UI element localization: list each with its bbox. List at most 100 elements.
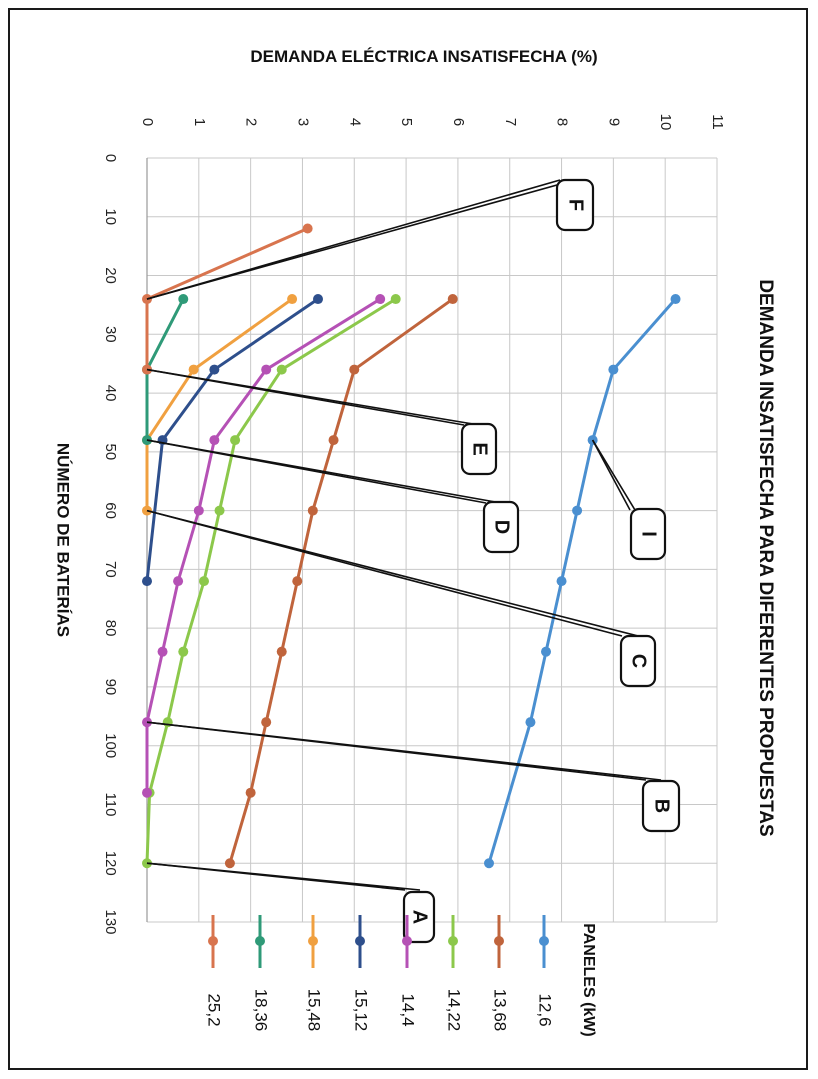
data-point-13-68 xyxy=(224,858,235,869)
legend-swatch-marker xyxy=(308,936,318,946)
data-point-12-6 xyxy=(556,576,567,587)
callout-leader-d xyxy=(146,439,487,504)
legend-label: 15,12 xyxy=(352,989,371,1032)
callout-box-f xyxy=(555,178,595,232)
data-point-15-48 xyxy=(188,364,199,375)
y-tick-label: 5 xyxy=(398,118,415,126)
legend-swatch-marker xyxy=(494,936,504,946)
data-point-15-48 xyxy=(142,505,152,516)
data-point-12-6 xyxy=(572,505,583,516)
data-point-14-4 xyxy=(209,435,220,446)
data-point-15-48 xyxy=(287,294,298,305)
data-point-12-6 xyxy=(670,294,681,305)
legend-title: PANELES (kW) xyxy=(580,923,597,1036)
data-point-13-68 xyxy=(349,364,360,375)
x-tick-label: 100 xyxy=(102,733,119,758)
callout-label-i: I xyxy=(638,531,660,537)
callout-label-d: D xyxy=(491,520,513,534)
callout-label-c: C xyxy=(628,654,650,668)
legend-swatch-marker xyxy=(402,936,412,946)
y-tick-label: 7 xyxy=(502,118,519,126)
callout-box-a xyxy=(402,890,436,944)
data-point-14-4 xyxy=(173,576,184,587)
x-tick-label: 10 xyxy=(102,208,119,225)
data-point-14-22 xyxy=(214,505,225,516)
x-tick-label: 50 xyxy=(102,444,119,461)
data-point-14-4 xyxy=(375,294,386,305)
legend-label: 14,4 xyxy=(399,993,418,1026)
y-tick-label: 2 xyxy=(243,118,260,126)
callout-label-f: F xyxy=(565,199,587,211)
series-line-25-2 xyxy=(145,227,309,370)
chart-frame: 0 1 2 3 4 5 6 7 8 9 10 11 0 10 20 30 40 50 60 70 80 90 100 110 1… xyxy=(8,8,808,1070)
callout-leader-f xyxy=(146,179,561,300)
legend-label: 15,48 xyxy=(305,989,324,1032)
data-point-14-22 xyxy=(230,435,241,446)
callout-box-b xyxy=(641,779,681,833)
data-point-13-68 xyxy=(307,505,318,516)
y-tick-label: 8 xyxy=(554,118,571,126)
data-point-14-22 xyxy=(390,294,401,305)
legend-label: 25,2 xyxy=(205,993,224,1026)
legend-label: 18,36 xyxy=(252,989,271,1032)
series-line-12-6 xyxy=(487,298,677,864)
legend: PANELES (kW) 12,6 13,68 14,22 14,4 15,12 15,48… xyxy=(205,915,597,1037)
x-axis-title: NÚMERO DE BATERÍAS xyxy=(54,443,73,637)
data-point-14-22 xyxy=(199,576,209,587)
y-tick-label: 0 xyxy=(139,118,156,126)
data-point-14-4 xyxy=(157,646,168,657)
data-point-12-6 xyxy=(525,717,536,728)
data-point-14-4 xyxy=(193,505,204,516)
x-tick-label: 40 xyxy=(102,385,119,402)
x-tick-label: 20 xyxy=(102,267,119,284)
data-point-12-6 xyxy=(608,364,619,375)
data-point-15-12 xyxy=(313,294,323,305)
data-point-14-4 xyxy=(261,364,272,375)
chart-marks xyxy=(142,223,681,869)
x-tick-label: 110 xyxy=(102,793,119,817)
data-point-14-22 xyxy=(178,646,189,657)
callout-box-i xyxy=(629,507,667,561)
data-point-14-22 xyxy=(276,364,287,375)
data-point-25-2 xyxy=(302,223,313,234)
data-point-15-12 xyxy=(209,364,220,375)
y-tick-label: 9 xyxy=(605,118,622,126)
legend-label: 12,6 xyxy=(536,993,555,1026)
y-tick-label: 11 xyxy=(709,114,726,130)
callout-box-d xyxy=(482,500,520,554)
data-point-13-68 xyxy=(276,646,287,657)
data-point-13-68 xyxy=(328,435,339,446)
legend-swatch-marker xyxy=(448,936,458,946)
data-point-13-68 xyxy=(261,717,272,728)
legend-swatch-marker xyxy=(255,936,265,946)
legend-label: 14,22 xyxy=(445,989,464,1032)
callout-label-b: B xyxy=(651,799,673,813)
series-line-15-12 xyxy=(145,297,319,582)
data-point-13-68 xyxy=(245,787,256,798)
plot-area: 0 1 2 3 4 5 6 7 8 9 10 1101020304050607080901001101… xyxy=(54,47,776,935)
callout-box-c xyxy=(619,634,657,688)
callout-leader-e xyxy=(146,368,465,426)
callout-leader-a xyxy=(146,862,406,891)
unmet-demand-chart: 0 1 2 3 4 5 6 7 8 9 10 1101020304050607080901001101… xyxy=(54,47,776,1037)
x-tick-label: 70 xyxy=(102,561,119,578)
legend-swatch-marker xyxy=(539,936,549,946)
legend-swatch-marker xyxy=(208,936,218,946)
series-line-15-48 xyxy=(145,297,293,511)
y-tick-label: 10 xyxy=(657,114,674,131)
legend-label: 13,68 xyxy=(491,989,510,1032)
data-point-15-12 xyxy=(142,576,152,587)
x-tick-label: 130 xyxy=(102,909,119,934)
series-line-13-68 xyxy=(228,297,454,864)
y-tick-label: 3 xyxy=(294,118,311,126)
x-tick-label: 0 xyxy=(102,154,119,162)
series-line-14-4 xyxy=(145,297,381,793)
callout-label-a: A xyxy=(409,910,431,924)
data-point-13-68 xyxy=(292,576,303,587)
chart-title: DEMANDA INSATISFECHA PARA DIFERENTES PRO… xyxy=(755,279,776,836)
y-tick-label: 6 xyxy=(450,118,467,126)
x-tick-label: 60 xyxy=(102,502,119,519)
data-point-14-4 xyxy=(142,787,152,798)
callout-leader-c xyxy=(146,509,623,637)
x-tick-label: 80 xyxy=(102,620,119,637)
